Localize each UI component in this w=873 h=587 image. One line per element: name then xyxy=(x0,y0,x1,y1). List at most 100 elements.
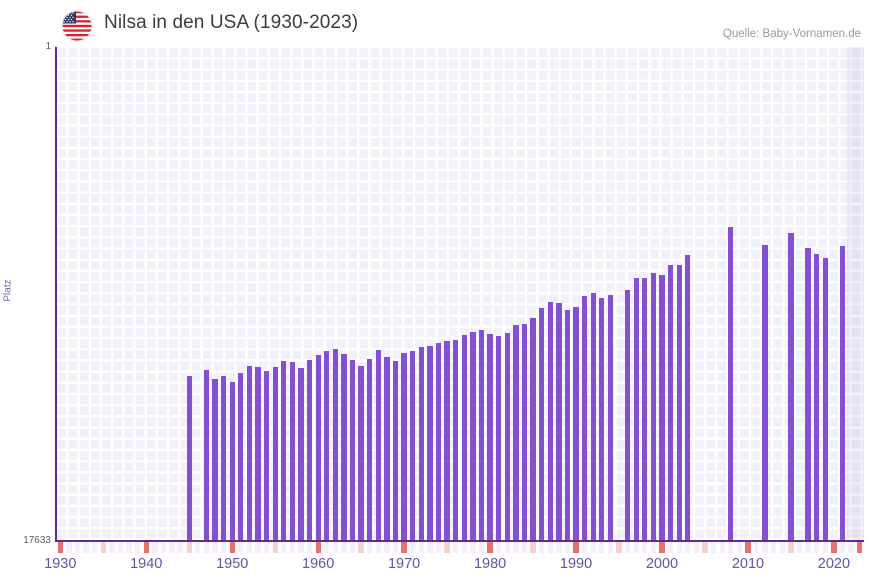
bar-1954[interactable] xyxy=(263,371,270,541)
x-tick-mark-2002 xyxy=(676,542,682,553)
bar-2015[interactable] xyxy=(788,233,794,541)
bar-1975[interactable] xyxy=(444,340,450,541)
x-tick-mark-2012 xyxy=(762,542,768,553)
x-tick-mark-1960 xyxy=(315,542,321,553)
x-tick-mark-2023 xyxy=(857,542,863,553)
x-tick-mark-1937 xyxy=(117,542,124,553)
x-tick-mark-1942 xyxy=(160,542,167,553)
x-tick-mark-1943 xyxy=(169,542,175,553)
page-title: Nilsa in den USA (1930-2023) xyxy=(104,12,359,33)
bar-2008[interactable] xyxy=(728,226,734,541)
bar-1967[interactable] xyxy=(375,350,381,541)
bar-1979[interactable] xyxy=(478,329,485,541)
x-tick-mark-1961 xyxy=(324,542,330,553)
bar-1981[interactable] xyxy=(496,336,502,541)
bar-1984[interactable] xyxy=(521,324,528,541)
x-axis-label-1980: 1980 xyxy=(473,556,507,572)
bar-1996[interactable] xyxy=(624,290,631,541)
bar-1971[interactable] xyxy=(410,351,416,541)
bar-1986[interactable] xyxy=(538,308,545,541)
x-tick-mark-1973 xyxy=(427,542,433,553)
bar-1956[interactable] xyxy=(281,360,287,541)
bar-1945[interactable] xyxy=(186,375,192,541)
bar-1994[interactable] xyxy=(607,295,614,541)
bar-1955[interactable] xyxy=(272,366,278,541)
x-tick-mark-1977 xyxy=(461,542,467,553)
x-axis-tick-strip xyxy=(56,542,864,553)
bar-2000[interactable] xyxy=(659,274,665,541)
bar-1950[interactable] xyxy=(229,382,235,541)
us-flag-icon xyxy=(62,11,92,41)
bar-1998[interactable] xyxy=(642,277,648,541)
bar-1977[interactable] xyxy=(461,335,467,541)
bar-1980[interactable] xyxy=(487,333,493,541)
bar-1965[interactable] xyxy=(358,366,364,541)
bar-1952[interactable] xyxy=(246,365,253,541)
bar-1966[interactable] xyxy=(367,359,373,541)
bar-1958[interactable] xyxy=(298,367,304,541)
bar-1983[interactable] xyxy=(513,325,519,541)
x-tick-mark-1984 xyxy=(521,542,528,553)
bar-2021[interactable] xyxy=(839,246,846,541)
bar-1987[interactable] xyxy=(547,301,553,541)
bar-2017[interactable] xyxy=(805,247,811,541)
source-label: Quelle: Baby-Vornamen.de xyxy=(722,28,861,40)
x-tick-mark-1935 xyxy=(100,542,106,553)
bar-1972[interactable] xyxy=(418,346,424,541)
bar-1947[interactable] xyxy=(203,370,210,541)
bar-1974[interactable] xyxy=(435,343,442,541)
bar-1989[interactable] xyxy=(564,309,571,541)
x-axis-label-1950: 1950 xyxy=(216,556,249,572)
bar-1962[interactable] xyxy=(332,349,339,541)
x-tick-mark-1955 xyxy=(272,542,278,553)
bar-1976[interactable] xyxy=(453,340,459,541)
bar-1985[interactable] xyxy=(530,318,536,541)
x-tick-mark-1950 xyxy=(229,542,235,553)
bar-2001[interactable] xyxy=(667,264,674,541)
x-tick-mark-1969 xyxy=(392,542,399,553)
bar-1964[interactable] xyxy=(349,359,356,541)
x-tick-mark-1934 xyxy=(92,542,98,553)
bar-2018[interactable] xyxy=(814,254,820,541)
bar-2002[interactable] xyxy=(676,264,682,541)
bar-1960[interactable] xyxy=(315,354,321,541)
bar-1988[interactable] xyxy=(556,303,562,541)
bar-1999[interactable] xyxy=(650,273,657,541)
bar-1951[interactable] xyxy=(238,373,244,541)
bar-1992[interactable] xyxy=(590,293,596,541)
bar-2012[interactable] xyxy=(762,244,768,541)
bar-1953[interactable] xyxy=(255,367,261,541)
bar-1982[interactable] xyxy=(504,332,510,541)
chart-header: Nilsa in den USA (1930-2023) Quelle: Bab… xyxy=(0,0,873,46)
bar-1969[interactable] xyxy=(392,361,399,541)
bar-1963[interactable] xyxy=(341,354,347,541)
bar-1993[interactable] xyxy=(599,298,605,541)
x-tick-mark-1952 xyxy=(246,542,253,553)
bar-2019[interactable] xyxy=(822,257,828,541)
bar-1973[interactable] xyxy=(427,345,433,541)
x-tick-mark-2008 xyxy=(728,542,734,553)
bar-1949[interactable] xyxy=(220,376,227,541)
y-axis-line xyxy=(55,47,57,542)
bar-1970[interactable] xyxy=(401,352,407,541)
bar-1968[interactable] xyxy=(384,357,390,541)
x-tick-mark-1956 xyxy=(281,542,287,553)
x-tick-mark-1989 xyxy=(564,542,571,553)
bar-2003[interactable] xyxy=(685,255,691,541)
x-tick-mark-1982 xyxy=(504,542,510,553)
x-tick-mark-1995 xyxy=(616,542,622,553)
bar-1990[interactable] xyxy=(573,306,579,541)
bar-1961[interactable] xyxy=(324,350,330,541)
bar-1991[interactable] xyxy=(581,296,588,541)
bar-1957[interactable] xyxy=(289,362,296,541)
x-tick-mark-1987 xyxy=(547,542,553,553)
x-tick-mark-2018 xyxy=(814,542,820,553)
bar-1959[interactable] xyxy=(306,360,313,541)
x-axis-label-2020: 2020 xyxy=(817,556,851,572)
x-tick-mark-1962 xyxy=(332,542,339,553)
bar-1997[interactable] xyxy=(633,277,639,541)
bar-1978[interactable] xyxy=(470,331,476,541)
x-tick-mark-1988 xyxy=(556,542,562,553)
bar-1948[interactable] xyxy=(212,379,218,541)
